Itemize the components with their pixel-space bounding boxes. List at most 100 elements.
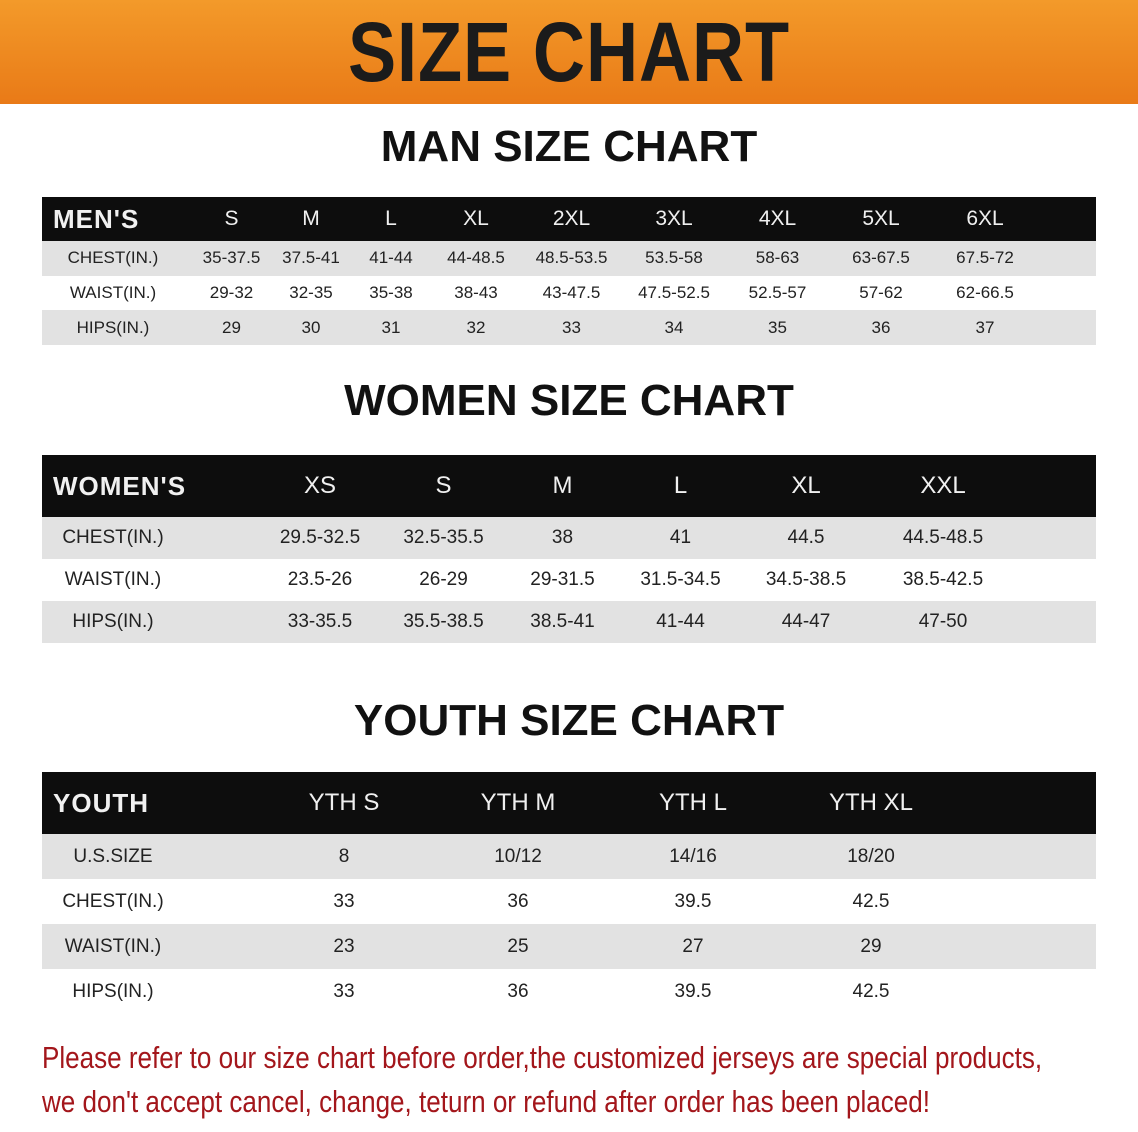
men-section-title: MAN SIZE CHART xyxy=(380,122,758,171)
row-label: HIPS(IN.) xyxy=(76,317,150,337)
table-cell: 29 xyxy=(860,935,882,957)
table-cell: 18/20 xyxy=(847,845,895,867)
row-label: CHEST(IN.) xyxy=(67,248,159,268)
table-cell: YTH S xyxy=(308,789,380,816)
table-cell: 35 xyxy=(768,317,787,337)
table-cell: XXL xyxy=(920,472,966,499)
table-cell: 32.5-35.5 xyxy=(403,527,484,548)
table-cell: YTH XL xyxy=(828,789,914,816)
table-row: HIPS(IN.) 33-35.5 35.5-38.5 38.5-41 41-44 44-… xyxy=(42,601,1096,643)
table-header-row: YOUTH YTH S YTH M YTH L YTH XL xyxy=(42,772,1096,834)
table-cell: 35-37.5 xyxy=(202,248,261,268)
table-cell: 62-66.5 xyxy=(956,283,1014,303)
table-row: CHEST(IN.) 33 36 39.5 42.5 xyxy=(42,879,1096,924)
table-cell: 42.5 xyxy=(852,890,890,912)
table-cell: 42.5 xyxy=(852,980,890,1002)
table-row: WAIST(IN.) 23.5-26 26-29 29-31.5 31.5-34.5 34… xyxy=(42,559,1096,601)
row-label: WAIST(IN.) xyxy=(64,569,162,590)
men-size-table: MEN'S S M L XL 2XL 3XL 4XL 5XL 6XL CHEST(IN.) 35-37… xyxy=(42,197,1096,346)
table-cell: 30 xyxy=(301,317,321,337)
table-cell: 47-50 xyxy=(918,611,968,632)
row-label: HIPS(IN.) xyxy=(72,611,154,632)
table-cell: M xyxy=(302,207,320,230)
table-row: HIPS(IN.) 33 36 39.5 42.5 xyxy=(42,969,1096,1014)
table-cell: XL xyxy=(791,472,821,499)
table-cell: 32 xyxy=(466,317,486,337)
table-cell: 39.5 xyxy=(674,890,712,912)
table-row: HIPS(IN.) 29 30 31 32 33 34 35 36 37 xyxy=(42,310,1096,346)
banner-title: SIZE CHART xyxy=(347,4,791,99)
table-cell: 41-44 xyxy=(656,611,705,632)
table-cell: 14/16 xyxy=(669,845,717,867)
table-cell: 5XL xyxy=(862,207,900,230)
table-cell: 29-31.5 xyxy=(530,569,595,590)
table-cell: 34.5-38.5 xyxy=(765,569,847,590)
table-cell: 38.5-41 xyxy=(530,611,595,632)
table-cell: 8 xyxy=(338,845,350,867)
row-label: CHEST(IN.) xyxy=(62,527,164,548)
table-cell: 38 xyxy=(551,527,574,548)
table-cell: 38.5-42.5 xyxy=(902,569,984,590)
table-cell: S xyxy=(224,207,239,230)
table-cell: 53.5-58 xyxy=(645,248,703,268)
table-cell: 29.5-32.5 xyxy=(279,527,361,548)
table-row: U.S.SIZE 8 10/12 14/16 18/20 xyxy=(42,834,1096,879)
table-cell: 3XL xyxy=(655,207,693,230)
youth-section-title: YOUTH SIZE CHART xyxy=(353,696,785,745)
table-cell: 41 xyxy=(669,527,692,548)
table-cell: S xyxy=(435,472,452,499)
table-cell: 23 xyxy=(333,935,355,957)
table-cell: 4XL xyxy=(758,207,797,230)
table-cell: 47.5-52.5 xyxy=(638,283,710,303)
table-cell: XL xyxy=(463,207,489,230)
table-cell: 58-63 xyxy=(755,248,800,268)
row-label: U.S.SIZE xyxy=(73,845,153,867)
table-cell: 6XL xyxy=(966,207,1004,230)
table-row: WAIST(IN.) 23 25 27 29 xyxy=(42,924,1096,969)
table-cell: 35-38 xyxy=(369,283,413,303)
youth-size-table: YOUTH YTH S YTH M YTH L YTH XL U.S.SIZE 8 10/12… xyxy=(42,772,1096,1014)
table-cell: 29 xyxy=(222,317,241,337)
table-cell: 33 xyxy=(333,980,355,1002)
table-cell: 27 xyxy=(682,935,704,957)
table-cell: YTH L xyxy=(658,789,727,816)
table-cell: 63-67.5 xyxy=(852,248,910,268)
table-cell: M xyxy=(552,472,573,499)
table-cell: 37 xyxy=(975,317,995,337)
table-cell: 31.5-34.5 xyxy=(640,569,721,590)
table-cell: 44.5-48.5 xyxy=(902,527,984,548)
table-cell: 48.5-53.5 xyxy=(535,248,608,268)
table-cell: 41-44 xyxy=(369,248,413,268)
size-chart-banner: SIZE CHART xyxy=(0,0,1138,104)
row-label: CHEST(IN.) xyxy=(62,890,164,912)
table-cell: L xyxy=(385,207,397,230)
table-row: WAIST(IN.) 29-32 32-35 35-38 38-43 43-47.5 47.… xyxy=(42,275,1096,311)
row-label: MEN'S xyxy=(53,203,140,234)
table-cell: 39.5 xyxy=(674,980,712,1002)
table-cell: 31 xyxy=(381,317,401,337)
table-cell: 33 xyxy=(333,890,355,912)
table-cell: 57-62 xyxy=(859,283,903,303)
table-cell: 67.5-72 xyxy=(956,248,1014,268)
row-label: WOMEN'S xyxy=(53,470,187,501)
table-cell: 34 xyxy=(664,317,684,337)
note-line-2: we don't accept cancel, change, teturn o… xyxy=(42,1084,931,1119)
table-cell: 33-35.5 xyxy=(287,611,353,632)
table-cell: 29-32 xyxy=(209,283,254,303)
order-policy-note: Please refer to our size chart before or… xyxy=(42,1036,1042,1124)
table-header-row: MEN'S S M L XL 2XL 3XL 4XL 5XL 6XL xyxy=(42,197,1096,241)
table-header-row: WOMEN'S XS S M L XL XXL xyxy=(42,455,1096,517)
row-label: WAIST(IN.) xyxy=(69,283,157,303)
table-cell: 52.5-57 xyxy=(748,283,807,303)
table-cell: 36 xyxy=(871,317,891,337)
table-cell: 43-47.5 xyxy=(542,283,601,303)
table-cell: 44-48.5 xyxy=(447,248,505,268)
row-label: WAIST(IN.) xyxy=(64,935,162,957)
table-cell: YTH M xyxy=(480,789,556,816)
table-cell: 23.5-26 xyxy=(287,569,353,590)
women-section-title: WOMEN SIZE CHART xyxy=(344,376,794,425)
table-cell: 36 xyxy=(507,890,529,912)
table-cell: 44-47 xyxy=(781,611,831,632)
row-label: HIPS(IN.) xyxy=(72,980,154,1002)
table-cell: 36 xyxy=(507,980,529,1002)
